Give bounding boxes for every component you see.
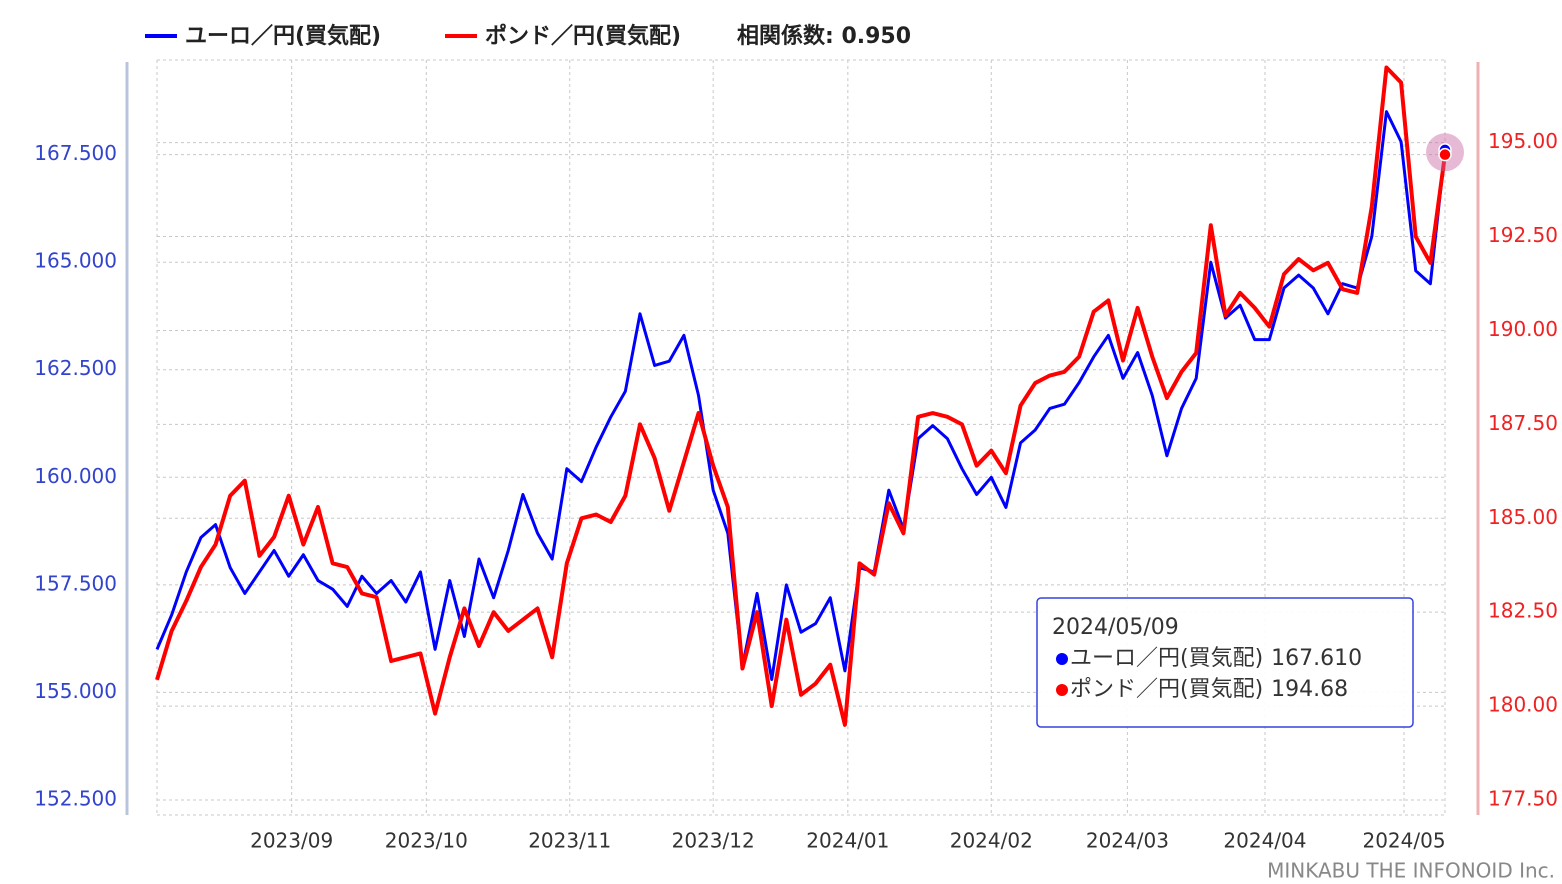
y2-tick-label: 190.00 — [1488, 317, 1558, 341]
x-tick-label: 2023/09 — [250, 829, 333, 853]
x-tick-label: 2024/04 — [1223, 829, 1306, 853]
series-line — [155, 65, 1447, 727]
tooltip-name: ユーロ／円(買気配) — [1070, 646, 1263, 671]
y-tick-label: 152.500 — [34, 786, 117, 810]
y2-tick-label: 192.50 — [1488, 223, 1558, 247]
legend-label: ポンド／円(買気配) — [485, 23, 681, 49]
hover-point — [1438, 147, 1452, 162]
x-tick-label: 2024/01 — [806, 829, 889, 853]
tooltip-value: 194.68 — [1271, 677, 1348, 702]
tooltip-title: 2024/05/09 — [1052, 615, 1179, 640]
y-tick-label: 167.500 — [34, 141, 117, 165]
y2-tick-label: 195.00 — [1488, 129, 1558, 153]
y2-tick-label: 187.50 — [1488, 411, 1558, 435]
y-tick-label: 165.000 — [34, 249, 117, 273]
y-tick-label: 157.500 — [34, 571, 117, 595]
tooltip-value: 167.610 — [1271, 646, 1362, 671]
x-tick-label: 2024/05 — [1362, 829, 1445, 853]
x-tick-label: 2023/10 — [385, 829, 468, 853]
credit: MINKABU THE INFONOID Inc. — [1267, 859, 1555, 883]
y-tick-label: 162.500 — [34, 356, 117, 380]
tooltip-dot — [1056, 653, 1068, 665]
y2-tick-label: 182.50 — [1488, 599, 1558, 623]
tooltip-label: ポンド／円(買気配) 194.68 — [1070, 677, 1348, 702]
x-tick-label: 2023/11 — [528, 829, 611, 853]
legend-label: ユーロ／円(買気配) — [185, 23, 381, 49]
y2-tick-label: 185.00 — [1488, 505, 1558, 529]
tooltip-dot — [1056, 684, 1068, 696]
tooltip-name: ポンド／円(買気配) — [1070, 677, 1263, 702]
y-tick-label: 155.000 — [34, 679, 117, 703]
x-tick-label: 2024/02 — [950, 829, 1033, 853]
annotation: 相関係数: 0.950 — [737, 23, 911, 49]
tooltip-box — [1036, 597, 1414, 728]
y2-tick-label: 180.00 — [1488, 693, 1558, 717]
series-line — [155, 110, 1447, 681]
tooltip-label: ユーロ／円(買気配) 167.610 — [1070, 646, 1362, 671]
x-tick-label: 2023/12 — [672, 829, 755, 853]
x-tick-label: 2024/03 — [1086, 829, 1169, 853]
y-tick-label: 160.000 — [34, 464, 117, 488]
y2-tick-label: 177.50 — [1488, 786, 1558, 810]
